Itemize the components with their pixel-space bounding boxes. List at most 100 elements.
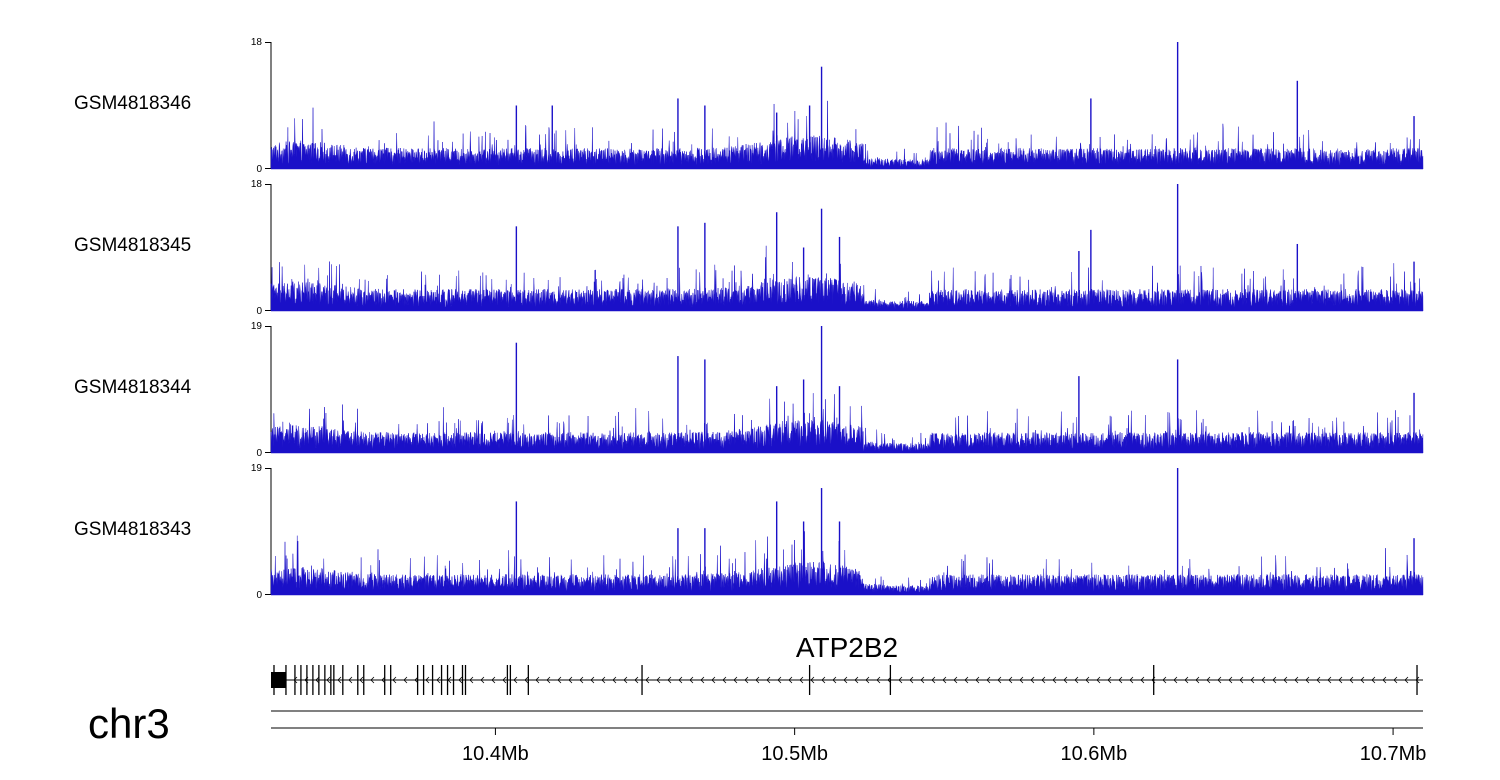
strand-arrow [1008, 676, 1013, 684]
track-label: GSM4818346 [74, 93, 191, 114]
strand-arrow [1415, 676, 1420, 684]
strand-arrow [623, 676, 628, 684]
y-axis-min-label: 0 [256, 306, 262, 317]
chromosome-label: chr3 [88, 700, 170, 747]
strand-arrow [1360, 676, 1365, 684]
strand-arrow [370, 676, 375, 684]
strand-arrow [1228, 676, 1233, 684]
strand-arrow [821, 676, 826, 684]
strand-arrow [667, 676, 672, 684]
strand-arrow [502, 676, 507, 684]
strand-arrow [1118, 676, 1123, 684]
strand-arrow [425, 676, 430, 684]
strand-arrow [513, 676, 518, 684]
strand-arrow [788, 676, 793, 684]
strand-arrow [711, 676, 716, 684]
strand-arrow [568, 676, 573, 684]
gene-exon [271, 672, 286, 688]
strand-arrow [1019, 676, 1024, 684]
y-axis-min-label: 0 [256, 164, 262, 175]
gene-model [271, 665, 1423, 695]
strand-arrow [491, 676, 496, 684]
coverage-signal [270, 100, 1424, 170]
strand-arrow [326, 676, 331, 684]
strand-arrow [612, 676, 617, 684]
y-axis-max-label: 18 [251, 37, 263, 48]
strand-arrow [854, 676, 859, 684]
strand-arrow [1184, 676, 1189, 684]
strand-arrow [1283, 676, 1288, 684]
genome-axis-tick-label: 10.5Mb [761, 743, 828, 765]
strand-arrow [1041, 676, 1046, 684]
strand-arrow [733, 676, 738, 684]
strand-arrow [678, 676, 683, 684]
coverage-track-GSM4818346: GSM4818346 18 0 [74, 37, 1424, 175]
strand-arrow [403, 676, 408, 684]
strand-arrow [392, 676, 397, 684]
strand-arrow [469, 676, 474, 684]
strand-arrow [1063, 676, 1068, 684]
strand-arrow [986, 676, 991, 684]
strand-arrow [601, 676, 606, 684]
track-label: GSM4818345 [74, 235, 191, 256]
strand-arrow [1371, 676, 1376, 684]
strand-arrow [1272, 676, 1277, 684]
strand-arrow [810, 676, 815, 684]
strand-arrow [876, 676, 881, 684]
coverage-track-GSM4818345: GSM4818345 18 0 [74, 179, 1424, 317]
strand-arrow [315, 676, 320, 684]
coverage-track-GSM4818343: GSM4818343 19 0 [74, 463, 1424, 601]
y-axis-max-label: 19 [251, 321, 263, 332]
strand-arrow [1074, 676, 1079, 684]
y-axis-min-label: 0 [256, 448, 262, 459]
strand-arrow [997, 676, 1002, 684]
strand-arrow [1140, 676, 1145, 684]
strand-arrow [689, 676, 694, 684]
strand-arrow [1250, 676, 1255, 684]
strand-arrow [480, 676, 485, 684]
strand-arrow [1195, 676, 1200, 684]
strand-arrow [942, 676, 947, 684]
strand-arrow [1316, 676, 1321, 684]
strand-arrow [909, 676, 914, 684]
track-label: GSM4818344 [74, 377, 192, 398]
strand-arrow [436, 676, 441, 684]
strand-arrow [1327, 676, 1332, 684]
strand-arrow [931, 676, 936, 684]
strand-arrow [381, 676, 386, 684]
strand-arrow [1294, 676, 1299, 684]
coverage-signal [270, 393, 1424, 454]
strand-arrow [656, 676, 661, 684]
strand-arrow [843, 676, 848, 684]
strand-arrow [920, 676, 925, 684]
strand-arrow [1305, 676, 1310, 684]
strand-arrow [546, 676, 551, 684]
strand-arrow [535, 676, 540, 684]
strand-arrow [1404, 676, 1409, 684]
strand-arrow [700, 676, 705, 684]
strand-arrow [557, 676, 562, 684]
strand-arrow [293, 676, 298, 684]
y-axis-max-label: 18 [251, 179, 263, 190]
coverage-signal [270, 531, 1424, 596]
strand-arrow [348, 676, 353, 684]
strand-arrow [1239, 676, 1244, 684]
strand-arrow [1338, 676, 1343, 684]
strand-arrow [799, 676, 804, 684]
strand-arrow [645, 676, 650, 684]
strand-arrow [964, 676, 969, 684]
strand-arrow [975, 676, 980, 684]
strand-arrow [590, 676, 595, 684]
coverage-track-GSM4818344: GSM4818344 19 0 [74, 321, 1424, 459]
y-axis-max-label: 19 [251, 463, 263, 474]
strand-arrow [1261, 676, 1266, 684]
strand-arrow [634, 676, 639, 684]
strand-arrow [1162, 676, 1167, 684]
strand-arrow [524, 676, 529, 684]
strand-arrow [359, 676, 364, 684]
y-axis-min-label: 0 [256, 590, 262, 601]
strand-arrow [865, 676, 870, 684]
strand-arrow [1096, 676, 1101, 684]
strand-arrow [1173, 676, 1178, 684]
strand-arrow [898, 676, 903, 684]
